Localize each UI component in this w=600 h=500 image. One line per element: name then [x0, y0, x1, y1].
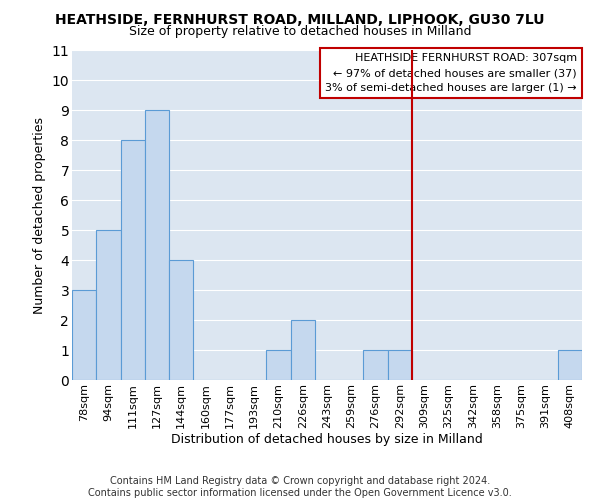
- Text: Size of property relative to detached houses in Milland: Size of property relative to detached ho…: [129, 25, 471, 38]
- Bar: [96, 230, 121, 380]
- Bar: [364, 350, 388, 380]
- Y-axis label: Number of detached properties: Number of detached properties: [33, 116, 46, 314]
- Bar: [290, 320, 315, 380]
- Bar: [72, 290, 96, 380]
- Bar: [388, 350, 412, 380]
- Bar: [558, 350, 582, 380]
- Bar: [266, 350, 290, 380]
- X-axis label: Distribution of detached houses by size in Milland: Distribution of detached houses by size …: [171, 434, 483, 446]
- Bar: [121, 140, 145, 380]
- Bar: [145, 110, 169, 380]
- Text: HEATHSIDE, FERNHURST ROAD, MILLAND, LIPHOOK, GU30 7LU: HEATHSIDE, FERNHURST ROAD, MILLAND, LIPH…: [55, 12, 545, 26]
- Text: Contains HM Land Registry data © Crown copyright and database right 2024.
Contai: Contains HM Land Registry data © Crown c…: [88, 476, 512, 498]
- Bar: [169, 260, 193, 380]
- Text: HEATHSIDE FERNHURST ROAD: 307sqm
← 97% of detached houses are smaller (37)
3% of: HEATHSIDE FERNHURST ROAD: 307sqm ← 97% o…: [325, 54, 577, 93]
